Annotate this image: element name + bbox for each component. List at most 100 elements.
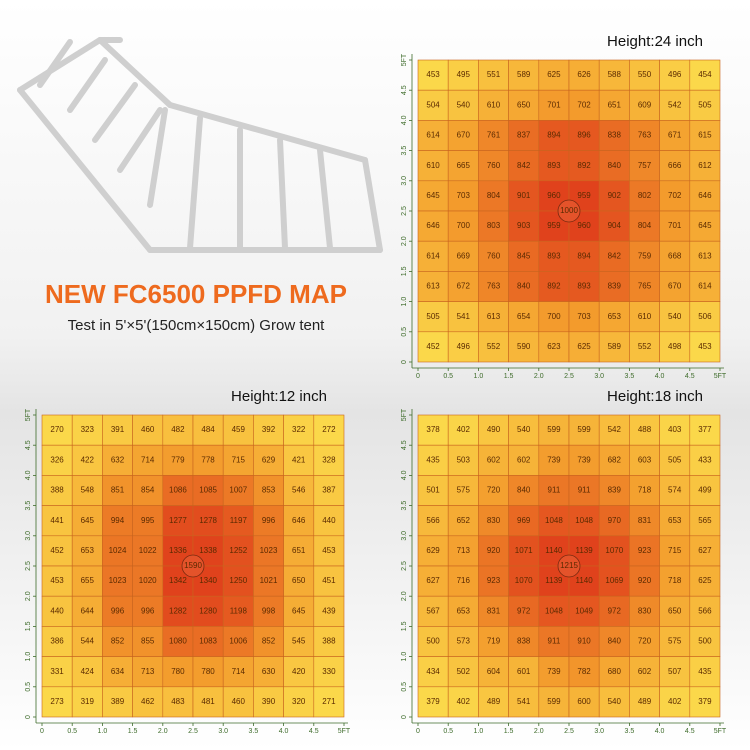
heat-cell xyxy=(629,120,660,151)
heat-cell xyxy=(162,505,194,537)
cell-value: 323 xyxy=(81,425,95,434)
heat-cell xyxy=(508,505,540,537)
x-tick-label: 0 xyxy=(40,728,44,735)
heat-cell xyxy=(41,475,73,506)
cell-value: 402 xyxy=(457,697,471,706)
heat-cell xyxy=(102,565,133,597)
cell-value: 1198 xyxy=(230,606,248,615)
cell-value: 612 xyxy=(698,161,712,170)
heat-cell xyxy=(447,210,479,242)
cell-value: 1139 xyxy=(545,576,563,585)
heat-cell xyxy=(659,271,691,302)
cell-value: 757 xyxy=(638,161,652,170)
heat-cell xyxy=(568,475,600,506)
heat-cell xyxy=(417,120,449,151)
heat-cell xyxy=(659,301,691,333)
heat-cell xyxy=(162,595,194,627)
heat-cell xyxy=(222,656,254,688)
cell-value: 969 xyxy=(517,516,531,525)
cell-value: 646 xyxy=(698,191,712,200)
cell-value: 995 xyxy=(141,516,155,525)
cell-value: 388 xyxy=(50,486,64,495)
cell-value: 644 xyxy=(81,606,95,615)
heat-cell xyxy=(132,535,164,567)
cell-value: 896 xyxy=(577,131,591,140)
cell-value: 893 xyxy=(577,282,591,291)
heat-cell xyxy=(102,686,133,718)
y-tick-label: 2.5 xyxy=(25,561,32,571)
heat-cell xyxy=(568,89,600,121)
cell-value: 646 xyxy=(426,221,440,230)
heat-cell xyxy=(417,240,449,272)
y-tick-label: 3.5 xyxy=(401,501,408,511)
heat-cell xyxy=(478,180,509,212)
cell-value: 650 xyxy=(292,576,306,585)
cell-value: 328 xyxy=(322,455,336,464)
cell-value: 548 xyxy=(81,486,95,495)
heat-cell xyxy=(689,444,721,476)
cell-value: 574 xyxy=(668,486,682,495)
heat-cell xyxy=(102,444,133,476)
cell-value: 454 xyxy=(698,70,712,79)
x-tick-label: 3.0 xyxy=(594,728,604,735)
heat-cell xyxy=(417,89,449,121)
cell-value: 453 xyxy=(426,70,440,79)
x-tick-label: 2.0 xyxy=(534,728,544,735)
heat-cell xyxy=(598,150,630,182)
heat-cell xyxy=(598,656,630,688)
heat-cell xyxy=(162,444,194,476)
cell-value: 996 xyxy=(141,606,155,615)
heat-cell xyxy=(598,210,630,242)
y-tick-label: 1.5 xyxy=(401,621,408,631)
cell-value: 780 xyxy=(201,667,215,676)
cell-value: 615 xyxy=(698,131,712,140)
heat-cell xyxy=(689,331,721,363)
cell-value: 389 xyxy=(111,697,125,706)
cell-value: 507 xyxy=(668,667,682,676)
heat-cell xyxy=(313,475,345,506)
cell-value: 610 xyxy=(426,161,440,170)
heat-cell xyxy=(659,331,691,363)
cell-value: 625 xyxy=(698,576,712,585)
heat-cell xyxy=(313,686,345,718)
heat-cell xyxy=(222,414,254,446)
heat-cell xyxy=(71,444,103,476)
x-tick-label: 3.0 xyxy=(594,373,604,380)
cell-value: 760 xyxy=(487,161,501,170)
cell-value: 782 xyxy=(577,667,591,676)
heat-cell xyxy=(283,686,315,718)
y-tick-label: 3.0 xyxy=(401,176,408,186)
heat-cell xyxy=(253,475,284,506)
cell-value: 402 xyxy=(457,425,471,434)
cell-value: 1278 xyxy=(199,516,217,525)
heat-cell xyxy=(253,414,284,446)
x-tick-label: 4.5 xyxy=(685,728,695,735)
cell-value: 839 xyxy=(608,486,622,495)
heat-cell xyxy=(508,444,540,476)
heat-cell xyxy=(478,656,509,688)
center-marker xyxy=(557,554,581,578)
heat-cell xyxy=(629,656,660,688)
cell-value: 602 xyxy=(517,455,531,464)
y-tick-label: 1.0 xyxy=(401,297,408,307)
heat-cell xyxy=(659,150,691,182)
cell-value: 613 xyxy=(698,251,712,260)
heat-cell xyxy=(598,89,630,121)
heat-cell xyxy=(71,626,103,657)
cell-value: 550 xyxy=(638,70,652,79)
x-tick-label: 2.5 xyxy=(564,373,574,380)
cell-value: 715 xyxy=(668,546,682,555)
heat-cell xyxy=(478,414,509,446)
heat-cell xyxy=(253,686,284,718)
heat-cell xyxy=(313,565,345,597)
y-tick-label: 1.5 xyxy=(401,266,408,276)
heat-cell xyxy=(659,686,691,718)
cell-value: 613 xyxy=(426,282,440,291)
cell-value: 670 xyxy=(668,282,682,291)
cell-value: 682 xyxy=(608,455,622,464)
heat-cell xyxy=(568,271,600,302)
heat-cell xyxy=(629,59,660,91)
cell-value: 566 xyxy=(426,516,440,525)
heat-cell xyxy=(192,686,224,718)
cell-value: 627 xyxy=(426,576,440,585)
